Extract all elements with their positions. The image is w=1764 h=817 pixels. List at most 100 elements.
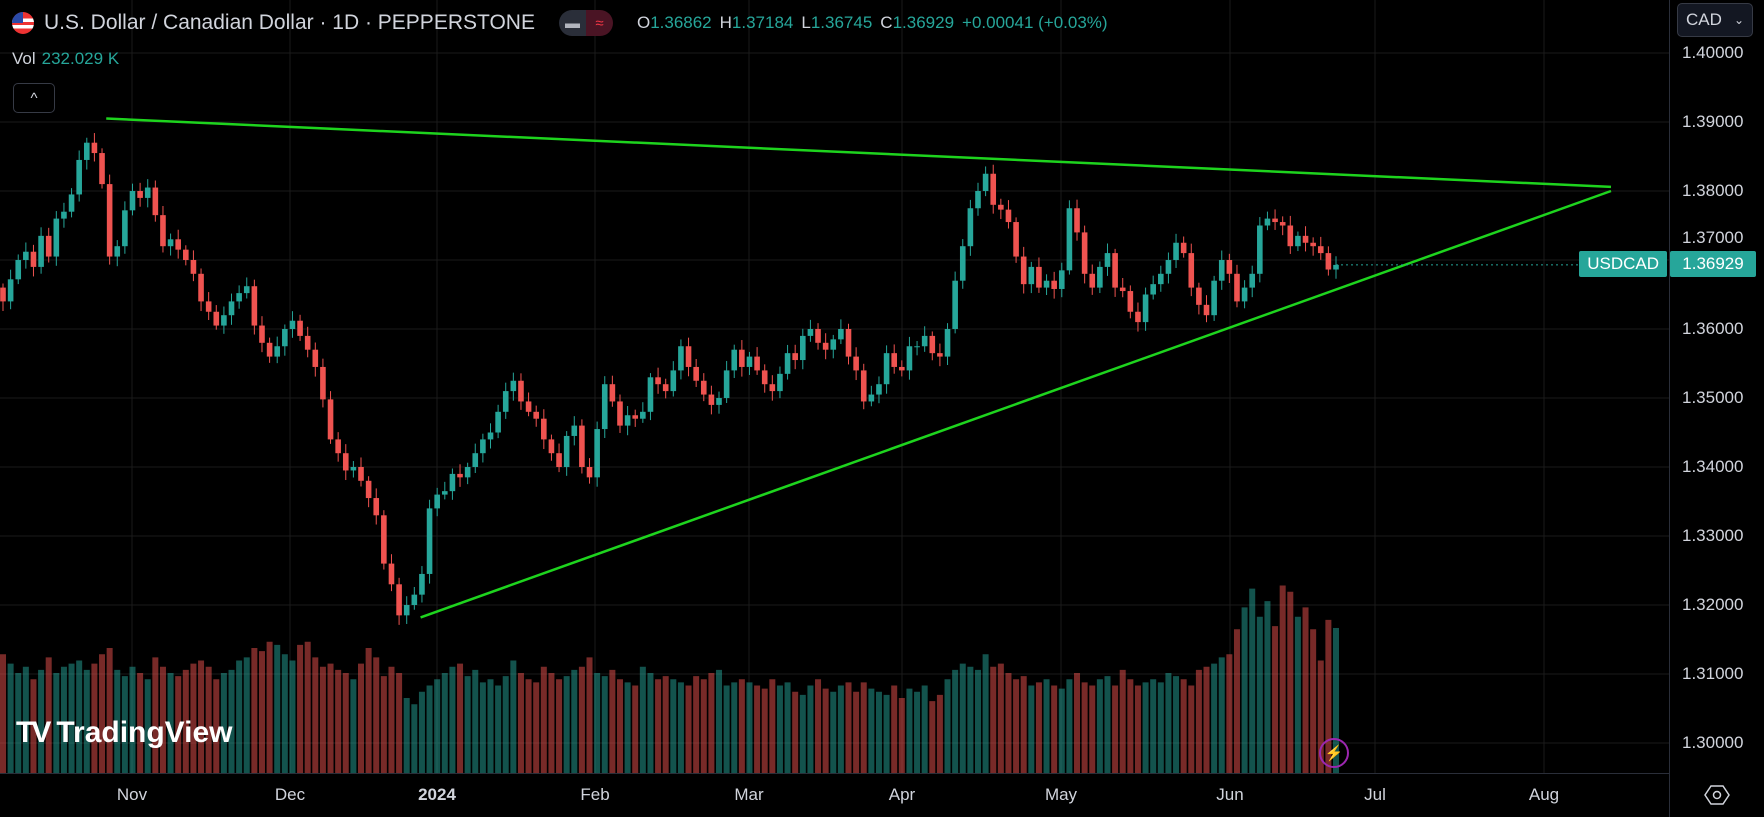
volume-bar — [182, 669, 189, 773]
symbol-title[interactable]: U.S. Dollar / Canadian Dollar · 1D · PEP… — [44, 11, 535, 34]
volume-bar — [45, 657, 52, 773]
candle-body — [236, 293, 242, 302]
volume-bar — [502, 676, 509, 773]
volume-bar — [1195, 669, 1202, 773]
chevron-up-icon: ^ — [30, 89, 38, 107]
candle-body — [860, 370, 867, 402]
volume-bar — [1180, 679, 1187, 773]
candle-body — [601, 384, 608, 430]
volume-bar — [426, 685, 433, 773]
volume-bar — [609, 669, 616, 773]
price-tick: 1.35000 — [1682, 388, 1744, 407]
candle-body — [1234, 273, 1240, 302]
settings-icon[interactable] — [1704, 782, 1730, 808]
candle-body — [243, 286, 250, 294]
volume-bar — [898, 698, 905, 773]
candle-body — [746, 356, 753, 367]
candle-body — [350, 467, 357, 471]
volume-bar — [1127, 679, 1134, 773]
lightning-icon[interactable]: ⚡ — [1319, 738, 1349, 768]
candle-body — [876, 384, 882, 395]
candle-body — [38, 235, 44, 267]
volume-bar — [388, 666, 395, 773]
volume-bar — [883, 694, 890, 773]
price-chart[interactable] — [0, 0, 1669, 773]
volume-bar — [990, 666, 997, 773]
volume-bar — [639, 666, 646, 773]
volume-bar — [929, 701, 936, 773]
candle-body — [1203, 304, 1210, 316]
candle-body — [388, 563, 395, 585]
volume-bar — [1005, 673, 1012, 773]
volume-bar — [1233, 629, 1240, 773]
volume-bar — [959, 663, 966, 773]
volume-bar — [647, 673, 654, 773]
volume-bar — [784, 682, 791, 773]
price-axis-divider — [1669, 0, 1670, 817]
candle-body — [480, 439, 486, 454]
volume-bar — [754, 685, 761, 773]
candle-body — [434, 494, 440, 509]
volume-bar — [228, 669, 235, 773]
volume-bar — [83, 669, 90, 773]
volume-bar — [335, 669, 342, 773]
candle-body — [1051, 280, 1057, 289]
candle-body — [617, 401, 623, 426]
candle-body — [906, 346, 913, 371]
candle-body — [198, 273, 204, 302]
candle-body — [982, 173, 989, 191]
volume-bar — [982, 654, 989, 773]
currency-select[interactable]: CAD ⌄ — [1677, 3, 1753, 37]
volume-bar — [738, 679, 745, 773]
candle-body — [99, 153, 105, 185]
volume-bar — [121, 676, 128, 773]
candle-body — [700, 380, 707, 395]
candle-body — [967, 208, 974, 247]
symbol-price-tag: USDCAD — [1579, 251, 1667, 277]
candle-body — [586, 467, 593, 478]
volume-bar — [472, 669, 479, 773]
last-price-label: 1.36929 — [1670, 251, 1756, 277]
volume-bar — [952, 669, 959, 773]
time-axis-divider — [0, 773, 1669, 774]
candle-body — [1127, 291, 1134, 312]
volume-bar — [1134, 685, 1141, 773]
volume-bar — [1173, 676, 1180, 773]
candle-body — [45, 235, 52, 257]
candle-body — [845, 329, 852, 357]
candle-body — [274, 346, 281, 357]
time-tick: Feb — [580, 785, 610, 804]
volume-bar — [479, 682, 486, 773]
chart-legend: U.S. Dollar / Canadian Dollar · 1D · PEP… — [12, 10, 1108, 36]
candle-body — [769, 384, 776, 392]
candle-body — [304, 335, 311, 350]
candle-body — [1241, 287, 1248, 302]
candle-body — [502, 391, 509, 412]
volume-bar — [525, 679, 532, 773]
tradingview-logo[interactable]: TV TradingView — [16, 716, 233, 750]
candle-body — [259, 325, 265, 343]
logo-text: TradingView — [56, 716, 233, 749]
volume-bar — [0, 654, 6, 773]
volume-bar — [723, 685, 730, 773]
volume-bar — [30, 679, 37, 773]
volume-bar — [243, 657, 250, 773]
trendline — [106, 117, 1612, 189]
volume-bar — [997, 663, 1004, 773]
usd-cad-flag-icon — [12, 12, 34, 34]
volume-bar — [1119, 669, 1126, 773]
candle-body — [68, 194, 75, 212]
volume-bar — [807, 685, 814, 773]
candle-body — [1112, 253, 1118, 288]
volume-bar — [1317, 660, 1324, 773]
time-tick: Jul — [1364, 785, 1386, 804]
candle-body — [1317, 246, 1324, 254]
candle-body — [76, 159, 82, 195]
collapse-legend-button[interactable]: ^ — [13, 83, 55, 113]
candle-body — [624, 415, 631, 426]
minus-icon: ▬ — [558, 10, 586, 36]
volume-bar — [373, 657, 380, 773]
volume-bar — [350, 679, 357, 773]
market-status-pill[interactable]: ▬ ≈ — [558, 10, 613, 36]
candle-body — [1028, 266, 1035, 285]
